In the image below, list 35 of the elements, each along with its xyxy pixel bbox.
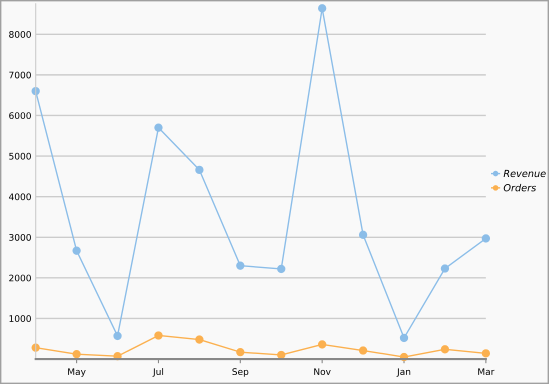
x-tick-label: Jul (152, 368, 164, 377)
point (154, 331, 163, 340)
y-tick-label: 7000 (9, 72, 31, 78)
point (154, 123, 163, 132)
point (236, 348, 244, 356)
point (482, 234, 490, 243)
x-tick-label: Sep (232, 368, 248, 377)
x-tick-label: Nov (314, 368, 331, 376)
point (400, 334, 408, 342)
y-tick-label: 8000 (9, 31, 31, 38)
point (72, 350, 81, 358)
legend-label: Revenue (504, 170, 546, 178)
y-tick-label: 3000 (9, 234, 31, 241)
point (195, 335, 204, 344)
point (440, 345, 450, 354)
point (113, 332, 122, 340)
y-tick-label: 2000 (9, 274, 31, 282)
point (358, 346, 368, 355)
point (318, 4, 326, 12)
y-tick-label: 6000 (9, 112, 31, 120)
x-tick-label: May (68, 368, 86, 377)
x-tick-label: Mar (478, 368, 494, 376)
legend-label: Orders (504, 184, 536, 192)
point (72, 246, 81, 255)
point (440, 264, 450, 273)
point (358, 230, 368, 239)
point (236, 262, 244, 270)
x-tick-label: Jan (396, 368, 410, 377)
point (195, 166, 204, 174)
y-tick-label: 5000 (9, 152, 31, 160)
y-tick-label: 4000 (8, 193, 31, 200)
point (482, 349, 490, 358)
y-tick-label: 1000 (10, 315, 31, 322)
point (277, 264, 286, 274)
point (318, 340, 326, 349)
